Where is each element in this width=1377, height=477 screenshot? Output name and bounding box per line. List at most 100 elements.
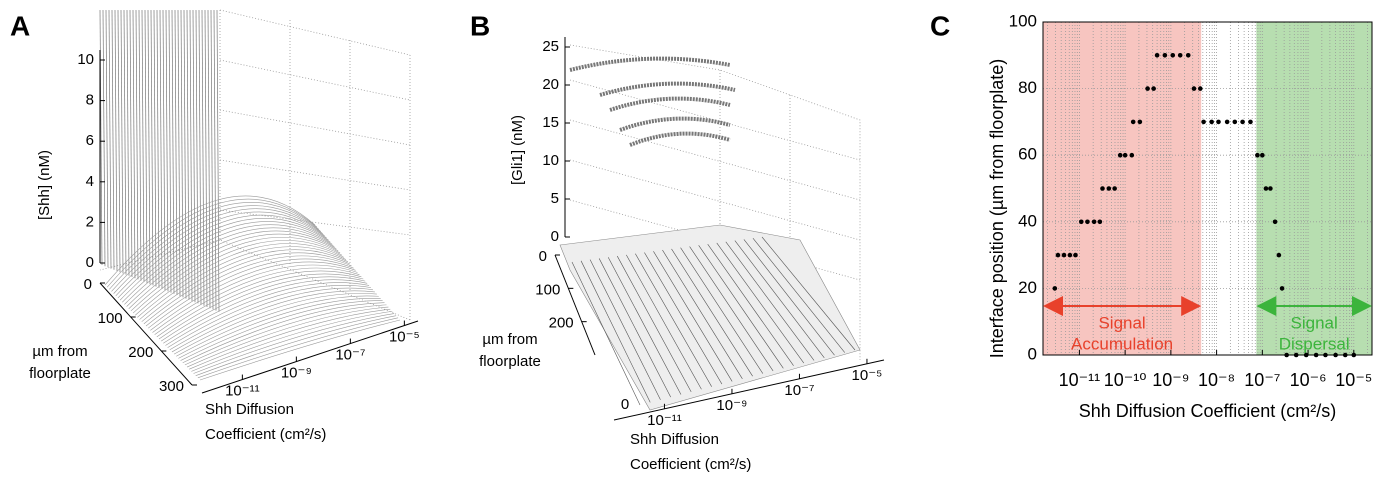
surface-line	[147, 258, 354, 329]
surface-band	[569, 56, 731, 72]
x-axis	[201, 320, 419, 394]
x-tick-label: 10⁻¹⁰	[1104, 370, 1147, 390]
x-axis-label: Coefficient (cm²/s)	[630, 456, 751, 473]
surface-line	[123, 9, 127, 275]
point	[1106, 186, 1112, 191]
surface-line	[197, 317, 399, 379]
panel-label: A	[10, 10, 30, 41]
surface-line	[102, 9, 106, 267]
point	[1293, 352, 1299, 358]
point	[1260, 152, 1265, 158]
surface-line	[580, 260, 651, 403]
surface-line	[725, 241, 815, 361]
point	[1170, 53, 1176, 58]
x-tick-label: 10⁻¹¹	[225, 383, 260, 400]
point	[1279, 286, 1285, 291]
z-axis-label: [Shh] (nM)	[36, 150, 53, 220]
surface-line	[195, 9, 199, 304]
surface-line	[143, 252, 350, 325]
z-tick-label: 4	[86, 173, 94, 190]
surface-line	[141, 249, 348, 322]
region-label: Signal	[1291, 314, 1338, 333]
surface-line	[124, 224, 333, 305]
point	[1177, 53, 1183, 58]
x-tick-label: 10⁻¹¹	[1059, 370, 1101, 390]
z-tick-label: 0	[86, 254, 94, 271]
y-tick-label: 80	[1018, 78, 1037, 97]
surface-rendering	[99, 9, 861, 411]
point	[1276, 252, 1282, 258]
x-tick-label: 10⁻⁹	[716, 397, 747, 414]
surface-line	[147, 9, 151, 285]
point	[1078, 219, 1084, 225]
surface-line	[135, 240, 343, 316]
surface-line	[761, 236, 856, 351]
x-axis-label: Shh Diffusion	[630, 431, 719, 448]
surface-line	[635, 253, 712, 387]
surface-line	[186, 306, 389, 368]
surface-line	[707, 243, 794, 366]
surface-line	[162, 9, 166, 291]
z-tick-label: 6	[86, 132, 94, 149]
surface-line	[154, 267, 360, 335]
point	[1224, 119, 1230, 125]
y-axis-label: Interface position (µm from floorplate)	[987, 59, 1007, 359]
surface-line	[752, 238, 845, 353]
surface-line	[616, 255, 692, 393]
surface-line	[743, 239, 835, 356]
y-tick-label: 100	[98, 310, 123, 327]
z-tick-label: 10	[77, 51, 94, 68]
point	[1255, 152, 1260, 158]
surface-line	[168, 9, 172, 293]
surface-line	[716, 242, 805, 364]
surface-line	[117, 214, 327, 299]
x-tick-label: 10⁻⁶	[1290, 370, 1327, 390]
surface-line	[180, 300, 383, 361]
x-axis-label: Shh Diffusion Coefficient (cm²/s)	[1079, 401, 1336, 421]
plot-frame	[1042, 21, 1373, 356]
x-tick-label: 10⁻⁷	[784, 382, 814, 399]
y-tick-label: 0	[84, 276, 92, 293]
surface-line	[644, 252, 723, 385]
x-tick-label: 10⁻⁵	[852, 367, 883, 384]
surface-line	[165, 282, 370, 346]
surface-line	[132, 9, 136, 279]
x-axis-label: Coefficient (cm²/s)	[205, 426, 326, 443]
surface-line	[662, 249, 743, 379]
surface-line	[195, 315, 397, 376]
y-tick-label: 100	[535, 281, 560, 298]
surface-line	[144, 9, 148, 284]
surface-patch	[559, 224, 861, 411]
surface-line	[130, 233, 339, 312]
point	[1303, 352, 1309, 358]
surface-line	[156, 270, 362, 338]
point	[1151, 86, 1156, 91]
point	[1067, 252, 1073, 258]
z-tick-label: 8	[86, 92, 94, 109]
point	[1272, 219, 1278, 225]
surface-line	[129, 9, 133, 278]
y-axis	[99, 282, 193, 386]
surface-line	[189, 9, 193, 302]
surface-line	[158, 273, 364, 340]
surface-line	[150, 9, 154, 286]
point	[1284, 352, 1289, 358]
surface-line	[126, 227, 335, 307]
y-axis-label: floorplate	[479, 353, 541, 370]
x-tick-label: 10⁻⁷	[335, 347, 365, 364]
surface-line	[204, 9, 208, 308]
y-axis	[554, 254, 596, 356]
surface-line	[201, 9, 205, 306]
surface-line	[114, 9, 118, 272]
surface-line	[734, 240, 825, 359]
point	[1122, 152, 1128, 158]
surface-line	[113, 208, 323, 294]
surface-line	[184, 304, 387, 366]
surface-band	[599, 81, 736, 97]
surface-line	[571, 261, 641, 406]
surface-line	[199, 319, 401, 381]
surface-band	[609, 96, 731, 112]
z-tick-label: 10	[542, 152, 559, 169]
region-label: Signal	[1098, 314, 1145, 333]
